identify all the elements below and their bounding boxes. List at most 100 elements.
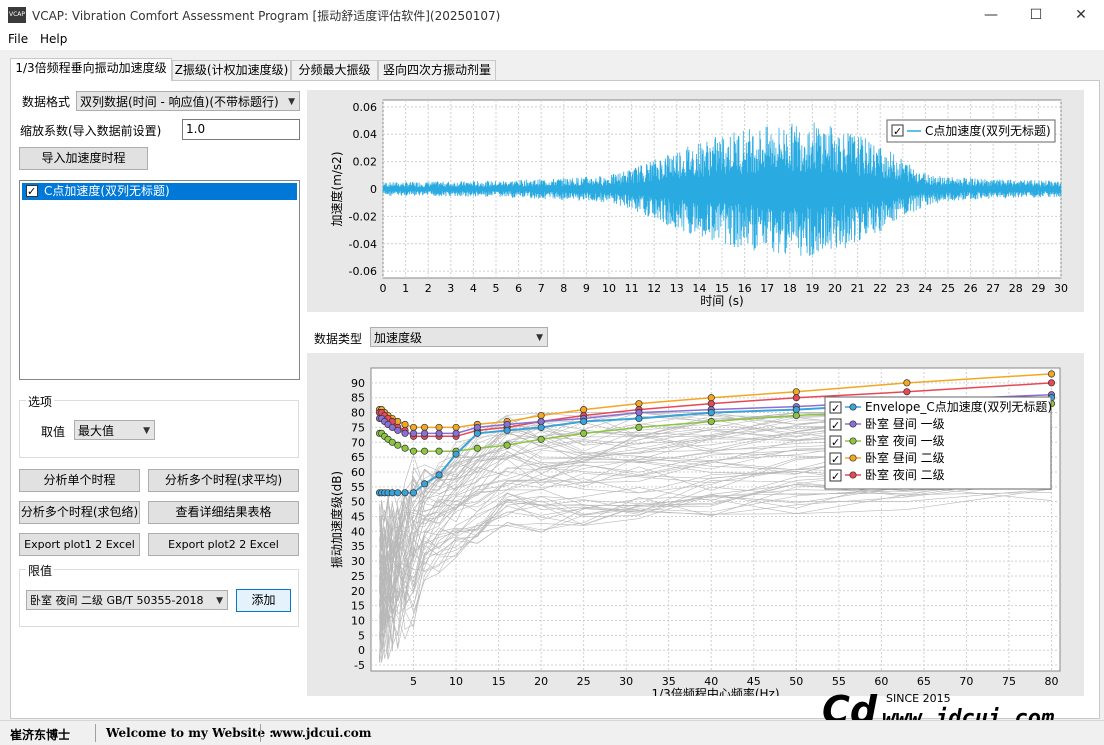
y-tick-label: -5 bbox=[354, 659, 365, 672]
close-button[interactable]: ✕ bbox=[1075, 7, 1087, 23]
data-point bbox=[792, 394, 800, 402]
x-tick-label: 30 bbox=[619, 675, 633, 688]
check-icon: ✓ bbox=[831, 453, 840, 466]
data-point bbox=[435, 429, 443, 437]
tab-band-max[interactable]: 分频最大振级 bbox=[291, 60, 378, 80]
background-curve bbox=[379, 486, 1052, 663]
format-select[interactable]: 双列数据(时间 - 响应值)(不带标题行) ▼ bbox=[76, 91, 300, 111]
limit-select[interactable]: 卧室 夜间 二级 GB/T 50355-2018 ▼ bbox=[26, 590, 228, 610]
time-history-panel: 0 1 2 3 4 5 6 7 8 9 10 11 12 13 14 15 16 17 18 19 20 21 22 23 24… bbox=[307, 90, 1084, 312]
data-point bbox=[537, 417, 545, 426]
data-point bbox=[580, 406, 588, 414]
legend-checkbox bbox=[829, 418, 842, 431]
data-point bbox=[401, 429, 409, 437]
data-point bbox=[409, 489, 418, 497]
background-curve bbox=[379, 492, 1052, 632]
check-icon: ✓ bbox=[831, 470, 840, 483]
y-tick-label: -0.02 bbox=[349, 210, 377, 223]
x-tick-label: 2 bbox=[425, 282, 432, 295]
x-tick-label: 40 bbox=[704, 675, 718, 688]
y-tick-label: 75 bbox=[351, 421, 365, 434]
add-limit-button[interactable]: 添加 bbox=[236, 589, 291, 612]
data-point bbox=[409, 447, 418, 455]
analyze-multi-avg-button[interactable]: 分析多个时程(求平均) bbox=[148, 469, 299, 492]
checkbox[interactable] bbox=[26, 183, 38, 200]
x-tick-label: 27 bbox=[986, 282, 1000, 295]
x-tick-label: 16 bbox=[738, 282, 752, 295]
chart-type-label: 数据类型 bbox=[314, 332, 363, 346]
export-plot2-button[interactable]: Export plot2 2 Excel bbox=[148, 533, 299, 556]
status-site[interactable]: www.jdcui.com bbox=[272, 726, 372, 740]
data-point bbox=[421, 480, 429, 488]
y-tick-label: 45 bbox=[351, 511, 365, 524]
take-select[interactable]: 最大值 ▼ bbox=[74, 420, 155, 440]
minimize-button[interactable]: — bbox=[984, 7, 998, 23]
background-curve bbox=[379, 483, 1052, 652]
y-tick-label: 20 bbox=[351, 585, 365, 598]
legend: ✓ C点加速度(双列无标题) bbox=[886, 119, 1056, 143]
x-tick-label: 75 bbox=[1002, 675, 1016, 688]
x-tick-label: 5 bbox=[410, 675, 417, 688]
legend-checkbox bbox=[829, 435, 842, 448]
take-value: 最大值 bbox=[78, 424, 115, 438]
menu-help[interactable]: Help bbox=[40, 32, 68, 46]
data-point bbox=[388, 423, 396, 431]
legend-marker bbox=[849, 403, 857, 411]
data-point bbox=[635, 409, 643, 417]
check-icon: ✓ bbox=[831, 436, 840, 449]
series-2 bbox=[375, 400, 1056, 455]
background-curve bbox=[379, 418, 1052, 590]
chart-type-select[interactable]: 加速度级 ▼ bbox=[370, 327, 548, 347]
scale-input[interactable]: 1.0 bbox=[182, 119, 300, 140]
signal-series bbox=[382, 122, 1062, 256]
tab-third-octave[interactable]: 1/3倍频程垂向振动加速度级 bbox=[10, 58, 172, 81]
limit-group: 限值 卧室 夜间 二级 GB/T 50355-2018 ▼ 添加 bbox=[19, 562, 299, 627]
x-tick-label: 19 bbox=[805, 282, 819, 295]
format-value: 双列数据(时间 - 响应值)(不带标题行) bbox=[80, 95, 279, 109]
y-tick-label: 85 bbox=[351, 392, 365, 405]
y-tick-label: 0.02 bbox=[353, 156, 378, 169]
legend-entry: 卧室 昼间 一级 bbox=[865, 416, 945, 431]
x-tick-label: 3 bbox=[447, 282, 454, 295]
view-details-button[interactable]: 查看详细结果表格 bbox=[148, 501, 299, 524]
limit-value: 卧室 夜间 二级 GB/T 50355-2018 bbox=[30, 594, 204, 607]
y-tick-label: 0.04 bbox=[353, 128, 378, 141]
x-tick-label: 28 bbox=[1009, 282, 1023, 295]
maximize-button[interactable]: ☐ bbox=[1029, 7, 1043, 23]
data-point bbox=[792, 406, 800, 414]
chart-type-value: 加速度级 bbox=[374, 331, 423, 345]
analyze-multi-env-button[interactable]: 分析多个时程(求包络) bbox=[19, 501, 140, 524]
x-tick-label: 13 bbox=[670, 282, 684, 295]
background-curve bbox=[379, 482, 1052, 659]
menu-file[interactable]: File bbox=[8, 32, 29, 46]
data-point bbox=[421, 423, 429, 431]
x-tick-label: 30 bbox=[1054, 282, 1068, 295]
options-group: 选项 取值 最大值 ▼ bbox=[19, 393, 299, 458]
chevron-down-icon: ▼ bbox=[536, 333, 543, 343]
import-button[interactable]: 导入加速度时程 bbox=[19, 147, 148, 170]
series-1 bbox=[375, 391, 1056, 437]
export-plot1-button[interactable]: Export plot1 2 Excel bbox=[19, 533, 140, 556]
time-history-chart: 0 1 2 3 4 5 6 7 8 9 10 11 12 13 14 15 16 17 18 19 20 21 22 23 24… bbox=[329, 99, 1068, 308]
x-axis-label: 1/3倍频程中心频率(Hz) bbox=[652, 686, 780, 696]
legend-box bbox=[824, 396, 1052, 490]
tab-vdv[interactable]: 竖向四次方振动剂量 bbox=[378, 60, 496, 80]
x-tick-label: 15 bbox=[715, 282, 729, 295]
x-tick-label: 10 bbox=[602, 282, 616, 295]
data-point bbox=[792, 388, 800, 396]
legend-entry: C点加速度(双列无标题) bbox=[925, 123, 1051, 138]
data-point bbox=[473, 444, 481, 452]
analyze-single-button[interactable]: 分析单个时程 bbox=[19, 469, 140, 492]
x-tick-label: 55 bbox=[832, 675, 846, 688]
legend-marker bbox=[849, 471, 857, 479]
data-point bbox=[1047, 379, 1056, 387]
data-point bbox=[401, 444, 409, 452]
tab-z-level[interactable]: Z振级(计权加速度级) bbox=[172, 60, 291, 80]
data-point bbox=[903, 388, 911, 396]
list-item[interactable]: C点加速度(双列无标题) bbox=[22, 183, 297, 200]
x-tick-label: 65 bbox=[917, 675, 931, 688]
data-point bbox=[707, 400, 715, 408]
data-point bbox=[635, 414, 643, 423]
x-tick-label: 24 bbox=[918, 282, 932, 295]
timehistory-list[interactable]: C点加速度(双列无标题) bbox=[19, 180, 300, 380]
